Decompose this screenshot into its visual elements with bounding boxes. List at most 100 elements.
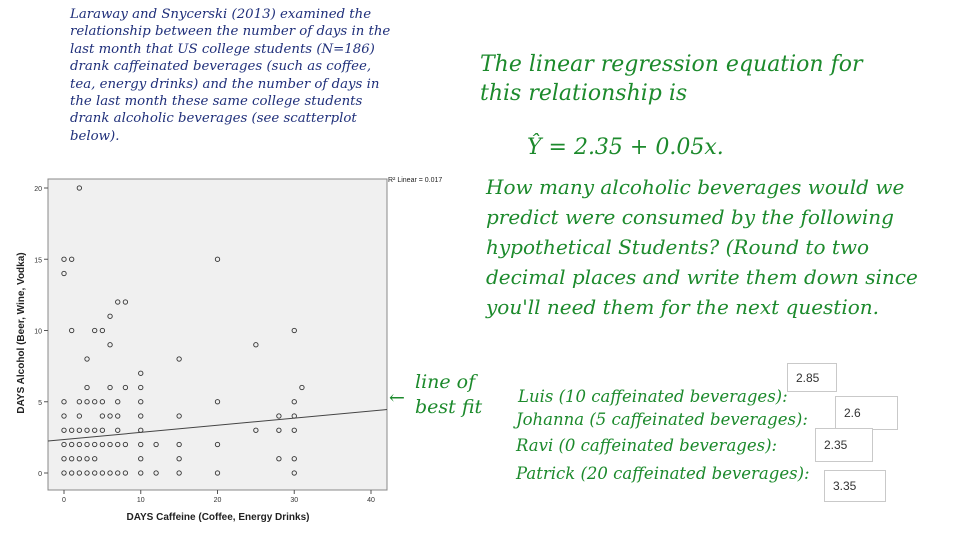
data-point	[61, 470, 67, 476]
data-point	[69, 327, 75, 334]
answer-label-johanna: Johanna (5 caffeinated beverages):	[516, 410, 808, 429]
data-point	[76, 185, 83, 191]
equation-intro: The linear regression equation for this …	[480, 52, 863, 106]
plot-area	[47, 178, 388, 491]
data-point	[291, 327, 297, 334]
data-point	[253, 342, 259, 348]
data-point	[115, 470, 121, 476]
data-point	[61, 427, 67, 433]
answer-input-ravi[interactable]	[815, 428, 873, 462]
data-point	[61, 441, 67, 448]
data-point	[115, 427, 121, 433]
data-point	[122, 441, 129, 448]
data-point	[92, 427, 98, 433]
data-point	[84, 399, 90, 405]
data-point	[176, 456, 182, 462]
data-point	[92, 470, 98, 476]
data-point	[107, 470, 113, 476]
data-point	[276, 413, 282, 419]
data-point	[115, 441, 121, 448]
intro-text: Laraway and Snycerski (2013) examined th…	[70, 7, 391, 144]
data-point	[76, 470, 83, 476]
data-point	[92, 327, 98, 334]
data-point	[69, 456, 75, 462]
data-point	[291, 427, 297, 433]
data-point	[69, 470, 75, 476]
best-fit-annotation: ← line of best fit	[389, 370, 495, 420]
answer-input-johanna[interactable]	[835, 396, 898, 430]
best-fit-label: line of best fit	[415, 371, 483, 418]
data-point	[153, 470, 159, 476]
data-point	[138, 441, 144, 448]
data-point	[107, 413, 113, 419]
arrow-icon: ←	[389, 387, 405, 409]
data-point	[84, 441, 90, 448]
data-point	[107, 342, 113, 348]
y-tick-label: 15	[34, 257, 42, 264]
data-point	[138, 399, 144, 405]
data-point	[61, 270, 67, 277]
y-tick-label: 0	[38, 471, 42, 478]
regression-equation: Ŷ = 2.35 + 0.05x.	[527, 135, 724, 160]
data-point	[214, 470, 221, 476]
answer-input-luis[interactable]	[787, 363, 837, 392]
fit-line	[47, 409, 388, 442]
data-point	[76, 456, 83, 462]
data-point	[115, 399, 121, 405]
x-tick-label: 10	[137, 497, 145, 504]
answer-label-luis: Luis (10 caffeinated beverages):	[518, 387, 788, 406]
data-point	[69, 427, 75, 433]
data-point	[214, 256, 221, 262]
data-point	[99, 427, 106, 433]
x-axis-ticks: 0 10 20 30 40	[62, 490, 375, 504]
data-point	[291, 470, 297, 476]
data-points	[61, 185, 305, 476]
data-point	[99, 327, 106, 334]
data-point	[299, 384, 305, 391]
data-point	[69, 441, 75, 448]
data-point	[84, 470, 90, 476]
x-tick-label: 20	[214, 497, 222, 504]
data-point	[61, 456, 67, 462]
data-point	[107, 441, 113, 448]
x-tick-label: 0	[62, 497, 66, 504]
data-point	[138, 370, 144, 376]
data-point	[291, 456, 297, 462]
data-point	[92, 441, 98, 448]
scatterplot: 0 5 10 15 20 0 10 20 30 40 R² Linear = 0.017 DAY…	[16, 177, 442, 523]
data-point	[138, 456, 144, 462]
y-tick-label: 10	[34, 329, 42, 336]
data-point	[153, 441, 159, 448]
data-point	[99, 470, 106, 476]
data-point	[76, 413, 83, 419]
data-point	[69, 256, 75, 262]
data-point	[115, 413, 121, 419]
data-point	[138, 413, 144, 419]
data-point	[92, 399, 98, 405]
data-point	[214, 441, 221, 448]
data-point	[122, 470, 129, 476]
x-tick-label: 40	[367, 497, 375, 504]
data-point	[84, 384, 90, 391]
question-text: How many alcoholic beverages would we pr…	[486, 175, 918, 319]
data-point	[122, 299, 129, 305]
data-point	[176, 413, 182, 419]
data-point	[99, 413, 106, 419]
y-axis-label: DAYS Alcohol (Beer, Wine, Vodka)	[16, 252, 27, 413]
data-point	[61, 399, 67, 405]
y-tick-label: 5	[38, 400, 42, 407]
data-point	[61, 413, 67, 419]
data-point	[107, 313, 113, 319]
data-point	[253, 427, 259, 433]
answer-input-patrick[interactable]	[824, 470, 886, 502]
data-point	[76, 427, 83, 433]
answer-label-patrick: Patrick (20 caffeinated beverages):	[516, 464, 810, 483]
data-point	[76, 441, 83, 448]
x-axis-label: DAYS Caffeine (Coffee, Energy Drinks)	[126, 512, 309, 523]
data-point	[84, 427, 90, 433]
data-point	[276, 456, 282, 462]
y-tick-label: 20	[34, 186, 42, 193]
data-point	[138, 384, 144, 391]
data-point	[84, 456, 90, 462]
data-point	[176, 470, 182, 476]
